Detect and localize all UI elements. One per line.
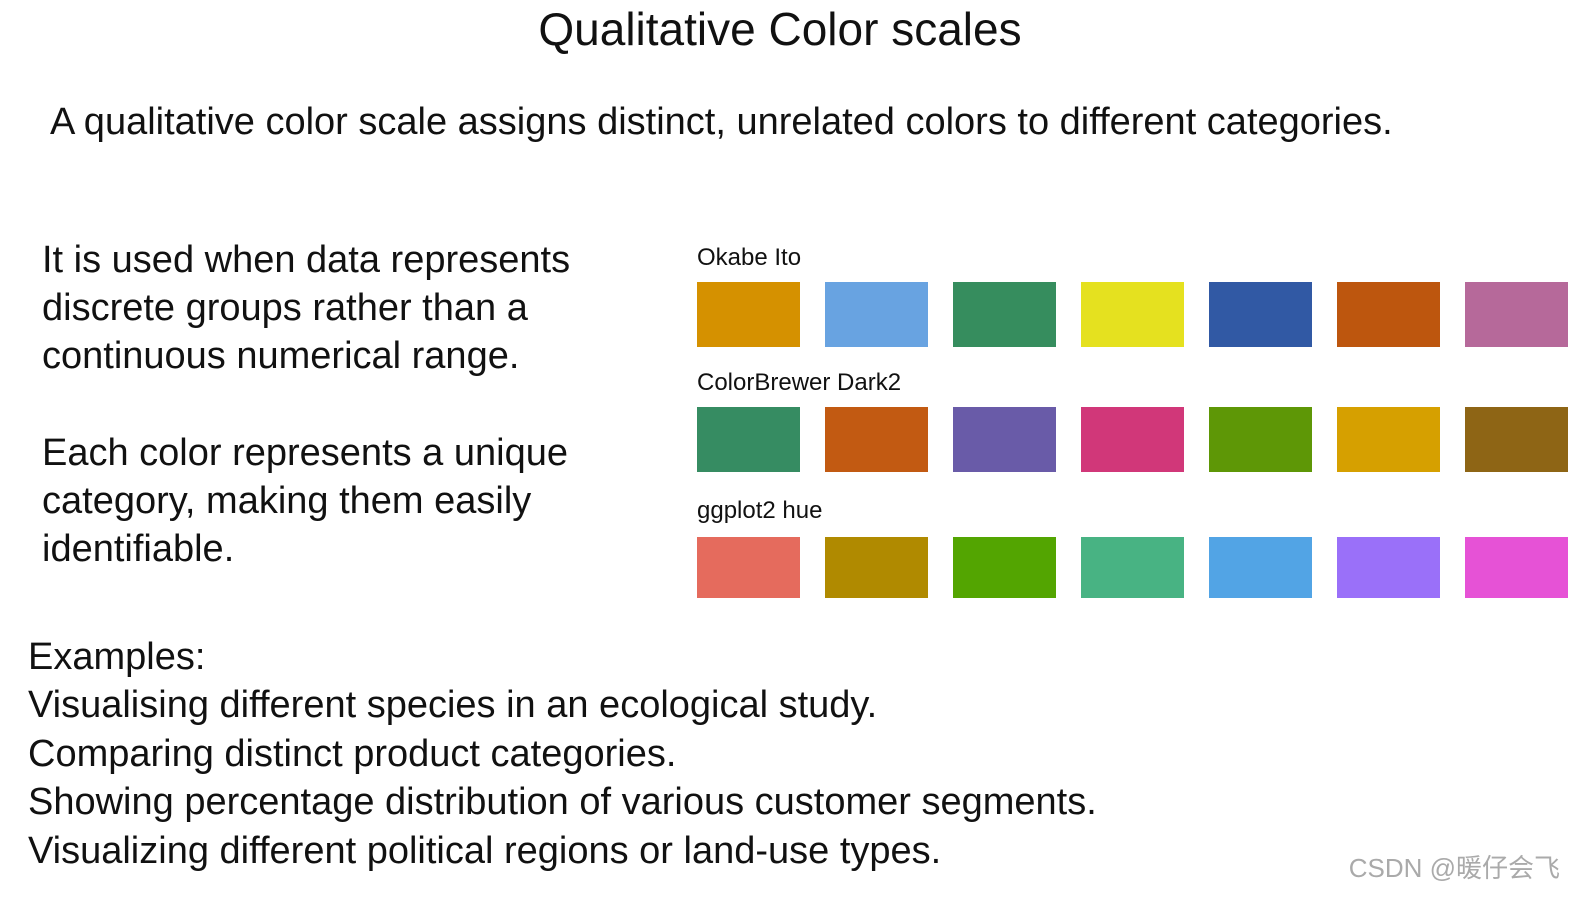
example-item: Comparing distinct product categories. xyxy=(28,732,677,775)
color-swatch xyxy=(697,407,800,472)
color-swatch xyxy=(1209,407,1312,472)
color-swatch xyxy=(697,282,800,347)
paragraph-line: discrete groups rather than a xyxy=(42,287,528,329)
color-swatch xyxy=(825,407,928,472)
paragraph-line: identifiable. xyxy=(42,528,235,570)
color-swatch xyxy=(953,282,1056,347)
watermark: CSDN @暖仔会飞 xyxy=(1348,853,1560,883)
paragraph-line: It is used when data represents xyxy=(42,239,571,281)
color-swatch xyxy=(1337,537,1440,598)
example-item: Visualising different species in an ecol… xyxy=(28,684,878,726)
color-swatch xyxy=(825,537,928,598)
color-swatch xyxy=(1209,282,1312,347)
color-swatch xyxy=(1081,407,1184,472)
color-swatch xyxy=(697,537,800,598)
color-swatch xyxy=(953,407,1056,472)
color-swatch xyxy=(953,537,1056,598)
color-swatch xyxy=(825,282,928,347)
example-item: Visualizing different political regions … xyxy=(28,829,942,872)
color-swatch xyxy=(1465,282,1568,347)
paragraph-line: continuous numerical range. xyxy=(42,335,520,377)
color-swatch xyxy=(1081,537,1184,598)
intro-text: A qualitative color scale assigns distin… xyxy=(50,101,1393,143)
examples-heading: Examples: xyxy=(28,636,206,678)
color-swatch xyxy=(1081,282,1184,347)
color-swatch xyxy=(1337,407,1440,472)
palette-name: ColorBrewer Dark2 xyxy=(697,369,902,396)
color-swatch xyxy=(1465,537,1568,598)
paragraph-line: category, making them easily xyxy=(42,480,532,522)
palette-name: ggplot2 hue xyxy=(697,497,823,524)
slide-title: Qualitative Color scales xyxy=(538,3,1022,55)
palette-name: Okabe Ito xyxy=(697,244,802,271)
example-item: Showing percentage distribution of vario… xyxy=(28,781,1097,823)
color-swatch xyxy=(1209,537,1312,598)
color-swatch xyxy=(1337,282,1440,347)
color-swatch xyxy=(1465,407,1568,472)
paragraph-line: Each color represents a unique xyxy=(42,432,568,474)
